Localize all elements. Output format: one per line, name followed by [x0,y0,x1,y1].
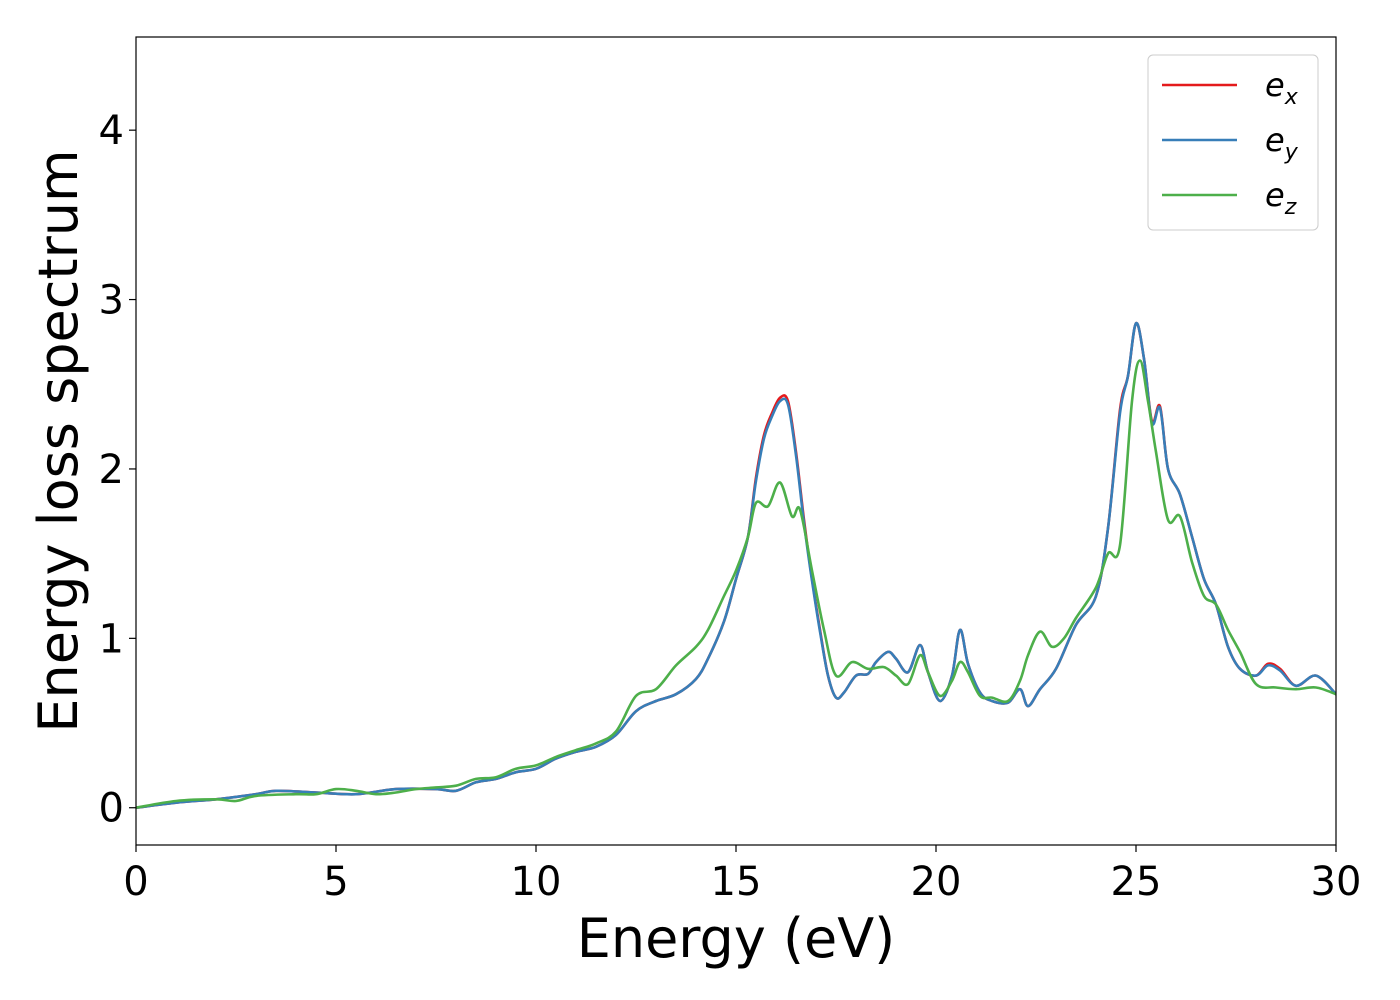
y-axis-title: Energy loss spectrum [27,149,90,732]
series-line-e-x [136,321,1336,809]
axis-ticks: 0 5 10 15 20 25 30 0 1 2 3 4 [99,108,1362,905]
x-tick-label: 20 [911,859,962,905]
legend-label: ex [1265,66,1299,110]
x-tick-label: 5 [323,859,348,905]
y-tick-label: 3 [99,278,124,324]
legend: ex ey ez [1147,54,1319,231]
series-lines [136,321,1336,809]
x-tick-label: 0 [123,859,148,905]
x-axis-title: Energy (eV) [577,907,896,970]
series-line-e-z [136,359,1336,809]
plot-frame [135,36,1337,846]
y-tick-label: 0 [99,786,124,832]
legend-item-e-z: ez [1162,176,1297,220]
legend-label: ey [1265,121,1299,165]
legend-item-e-y: ey [1162,121,1299,165]
y-tick-label: 2 [99,447,124,493]
legend-box [1147,54,1319,231]
legend-label: ez [1265,176,1297,220]
x-tick-label: 15 [711,859,762,905]
y-tick-label: 4 [99,108,124,154]
x-tick-label: 25 [1111,859,1162,905]
series-line-e-y [136,321,1336,809]
y-tick-label: 1 [99,616,124,662]
x-tick-label: 30 [1311,859,1362,905]
x-tick-label: 10 [511,859,562,905]
legend-item-e-x: ex [1162,66,1299,110]
